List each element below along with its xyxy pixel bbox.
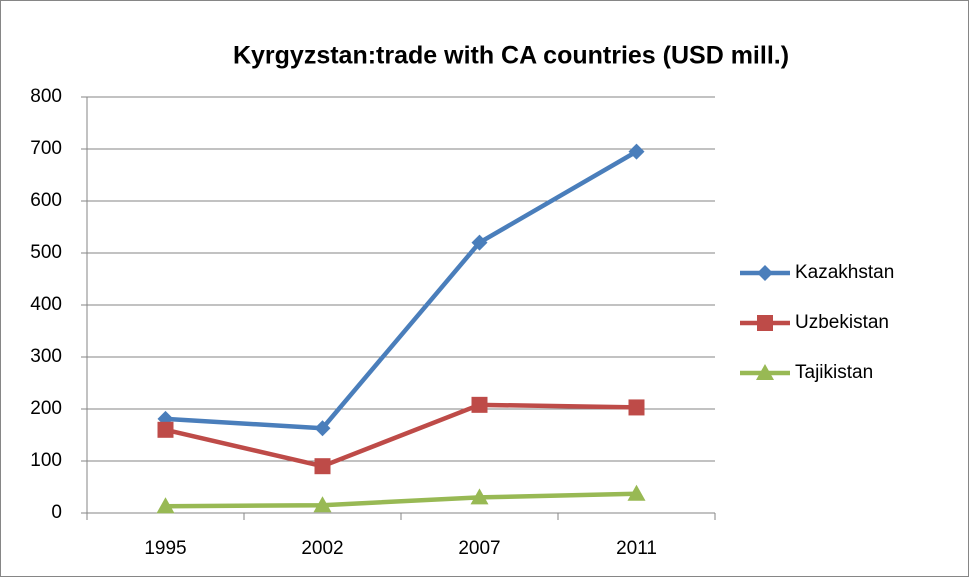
x-tick-label: 1995 <box>144 538 186 559</box>
legend-label: Kazakhstan <box>795 262 894 283</box>
y-tick-label: 800 <box>30 86 62 107</box>
legend-marker <box>756 364 774 380</box>
chart-title: Kyrgyzstan:trade with CA countries (USD … <box>233 42 789 70</box>
data-point <box>470 488 489 505</box>
data-point <box>471 234 488 251</box>
data-point <box>313 496 332 513</box>
data-point <box>627 484 646 501</box>
y-tick-label: 400 <box>30 294 62 315</box>
data-point <box>628 399 645 416</box>
y-tick-label: 0 <box>51 502 62 523</box>
y-tick-label: 300 <box>30 346 62 367</box>
series-line <box>165 149 638 431</box>
y-tick-label: 200 <box>30 398 62 419</box>
data-point <box>156 497 175 514</box>
legend-marker <box>757 265 773 281</box>
y-tick-label: 600 <box>30 190 62 211</box>
x-tick-label: 2007 <box>458 538 500 559</box>
data-point <box>314 420 331 437</box>
y-tick-label: 100 <box>30 450 62 471</box>
series-line <box>164 402 637 469</box>
data-point <box>471 396 488 413</box>
data-point <box>157 421 174 438</box>
legend-label: Tajikistan <box>795 362 873 383</box>
y-tick-label: 700 <box>30 138 62 159</box>
y-tick-label: 500 <box>30 242 62 263</box>
series-line <box>165 491 637 509</box>
x-tick-label: 2002 <box>301 538 343 559</box>
legend-marker <box>757 315 773 331</box>
data-point <box>314 458 331 475</box>
data-point <box>628 143 645 160</box>
x-tick-label: 2011 <box>616 538 657 559</box>
legend-label: Uzbekistan <box>795 312 889 333</box>
